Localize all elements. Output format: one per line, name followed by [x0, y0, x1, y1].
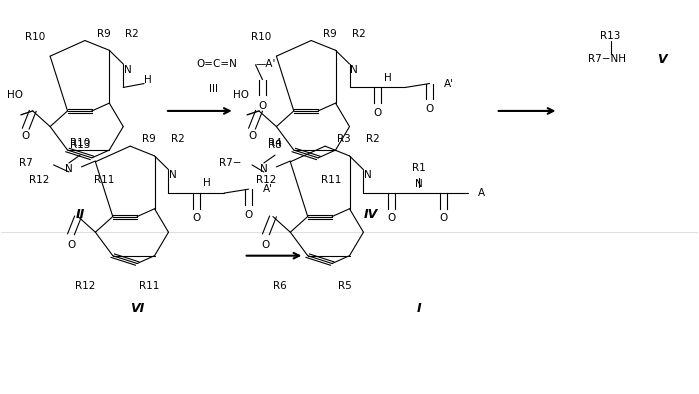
- Text: R7−: R7−: [219, 158, 242, 168]
- Text: O: O: [259, 101, 266, 111]
- Text: O: O: [22, 131, 30, 141]
- Text: O: O: [262, 240, 270, 250]
- Text: N: N: [124, 65, 132, 75]
- Text: R10: R10: [70, 138, 90, 148]
- Text: A: A: [478, 188, 485, 198]
- Text: R8: R8: [268, 140, 282, 150]
- Text: R11: R11: [94, 175, 115, 186]
- Text: N: N: [169, 171, 178, 180]
- Text: I: I: [417, 302, 421, 315]
- Text: R4: R4: [268, 138, 282, 148]
- Text: R10: R10: [24, 32, 45, 43]
- Text: O: O: [373, 108, 382, 118]
- Text: R13: R13: [70, 140, 90, 150]
- Text: H: H: [203, 178, 210, 188]
- Text: R7−NH: R7−NH: [589, 54, 626, 64]
- Text: O: O: [426, 104, 433, 114]
- Text: HO: HO: [7, 90, 23, 100]
- Text: R6: R6: [273, 281, 287, 291]
- Text: N: N: [65, 164, 73, 174]
- Text: A': A': [443, 78, 454, 89]
- Text: H: H: [144, 74, 152, 85]
- Text: R12: R12: [75, 281, 95, 291]
- Text: V: V: [657, 53, 667, 66]
- Text: R3: R3: [337, 134, 351, 144]
- Text: R12: R12: [29, 175, 50, 186]
- Text: VI: VI: [130, 302, 144, 315]
- Text: R2: R2: [125, 28, 139, 39]
- Text: R10: R10: [251, 32, 271, 43]
- Text: O: O: [440, 214, 447, 223]
- Text: R2: R2: [171, 134, 185, 144]
- Text: O: O: [192, 214, 201, 223]
- Text: A': A': [262, 184, 273, 194]
- Text: N: N: [350, 65, 359, 75]
- Text: H: H: [384, 72, 391, 83]
- Text: O: O: [248, 131, 256, 141]
- Text: R9: R9: [97, 28, 110, 39]
- Text: R11: R11: [321, 175, 341, 186]
- Text: IV: IV: [363, 208, 377, 221]
- Text: R2: R2: [352, 28, 366, 39]
- Text: O: O: [67, 240, 75, 250]
- Text: R12: R12: [256, 175, 276, 186]
- Text: N: N: [260, 164, 268, 174]
- Text: N: N: [364, 171, 372, 180]
- Text: III: III: [209, 84, 218, 95]
- Text: R2: R2: [366, 134, 380, 144]
- Text: —A': —A': [256, 59, 276, 69]
- Text: HO: HO: [233, 90, 250, 100]
- Text: R11: R11: [140, 281, 160, 291]
- Text: R9: R9: [142, 134, 156, 144]
- Text: O: O: [387, 214, 396, 223]
- Text: N: N: [415, 180, 423, 190]
- Text: O: O: [245, 210, 252, 219]
- Text: R9: R9: [323, 28, 337, 39]
- Text: R13: R13: [600, 30, 621, 41]
- Text: R7: R7: [19, 158, 33, 168]
- Text: II: II: [75, 208, 85, 221]
- Text: R1: R1: [412, 163, 426, 173]
- Text: O=C=N: O=C=N: [196, 59, 237, 69]
- Text: R5: R5: [338, 281, 352, 291]
